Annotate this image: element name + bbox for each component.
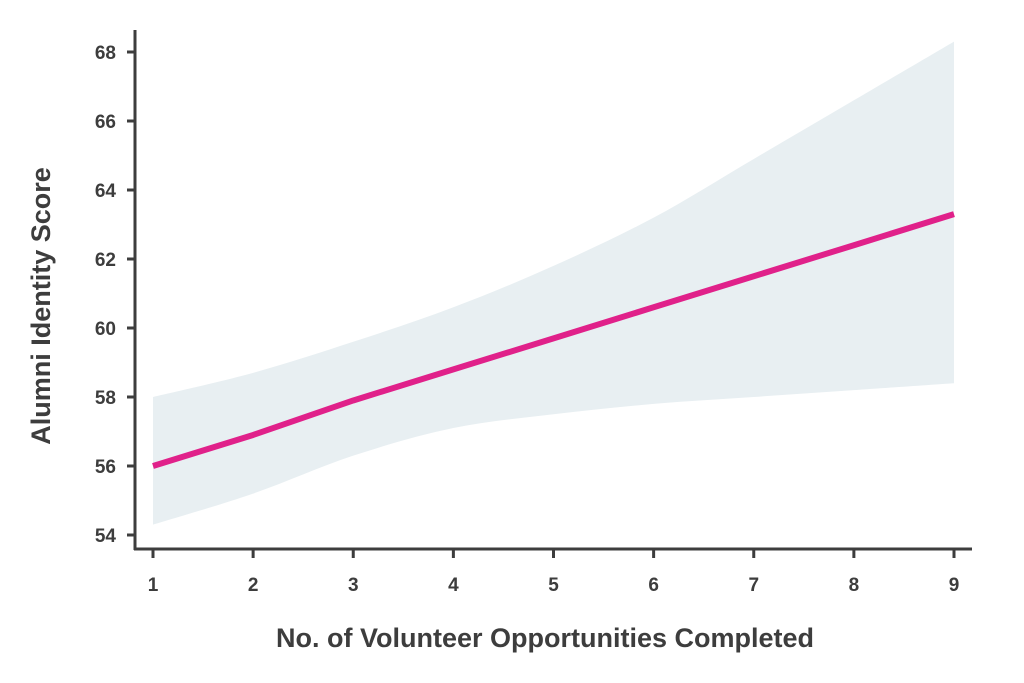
y-tick-label: 66: [95, 112, 116, 133]
x-tick-label: 6: [648, 575, 659, 596]
x-tick-label: 5: [548, 575, 559, 596]
x-axis-title: No. of Volunteer Opportunities Completed: [276, 623, 814, 653]
x-tick-label: 2: [248, 575, 259, 596]
confidence-band-layer: [153, 41, 954, 525]
x-tick-label: 9: [949, 575, 960, 596]
x-tick-label: 4: [448, 575, 459, 596]
regression-line: [152, 211, 955, 469]
y-tick-label: 68: [95, 43, 116, 64]
x-axis-ticks: 1 2 3 4 5 6 7 8 9: [148, 549, 960, 596]
y-axis-ticks: 54 56 58 60 62 64 66 68: [95, 43, 135, 547]
y-tick-label: 54: [95, 526, 117, 547]
confidence-band: [153, 41, 954, 525]
y-tick-label: 58: [95, 388, 116, 409]
x-tick-label: 1: [148, 575, 159, 596]
x-tick-label: 8: [849, 575, 860, 596]
y-tick-label: 64: [95, 181, 117, 202]
x-tick-label: 7: [748, 575, 759, 596]
y-tick-label: 62: [95, 250, 116, 271]
regression-line-layer: [152, 211, 955, 469]
y-axis-title: Alumni Identity Score: [26, 167, 56, 445]
x-tick-label: 3: [348, 575, 359, 596]
y-tick-label: 60: [95, 319, 116, 340]
y-tick-label: 56: [95, 457, 116, 478]
